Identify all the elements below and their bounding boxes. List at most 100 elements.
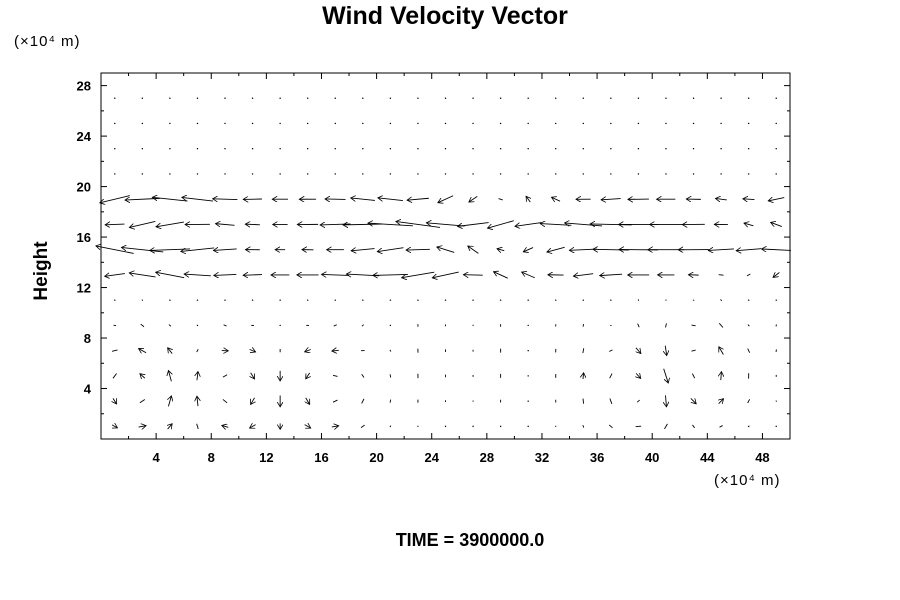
time-label: TIME = 3900000.0	[395, 530, 545, 550]
vector-dot	[141, 97, 144, 99]
vector-arrow	[721, 372, 722, 381]
vector-arrow	[426, 223, 465, 227]
vector-arrow	[105, 224, 125, 225]
vector-dot	[692, 148, 695, 150]
vector-dot	[417, 148, 419, 150]
vector-dot	[279, 173, 281, 175]
vector-dot	[196, 122, 199, 125]
vector-arrow	[139, 349, 147, 353]
vector-dot	[334, 97, 336, 99]
vector-arrow	[773, 272, 780, 277]
vector-arrow	[715, 198, 727, 199]
vector-arrow	[432, 271, 459, 278]
vector-dot	[251, 299, 254, 301]
vector-arrow	[373, 274, 408, 275]
vector-dot	[334, 122, 336, 125]
vector-dot	[775, 97, 777, 99]
vector-dot	[279, 148, 281, 150]
vector-arrow	[306, 397, 310, 405]
vector-arrow	[636, 373, 641, 378]
vector-dot	[279, 299, 281, 301]
vector-arrow	[718, 274, 724, 276]
vector-dot	[251, 173, 254, 175]
vector-arrow	[152, 197, 188, 202]
y-tick-label: 4	[84, 382, 92, 397]
vector-arrow	[522, 272, 535, 279]
vector-arrow	[250, 425, 256, 428]
vector-arrow	[196, 349, 199, 353]
vector-arrow	[463, 275, 483, 276]
vector-dot	[444, 299, 447, 301]
vector-arrow	[487, 220, 514, 228]
vector-arrow	[222, 425, 229, 427]
vector-dot	[334, 148, 336, 150]
vector-arrow	[140, 323, 145, 328]
vector-dot	[637, 148, 640, 150]
x-tick-label: 44	[700, 450, 715, 465]
x-tick-label: 40	[645, 450, 659, 465]
vector-arrow	[389, 349, 392, 352]
vector-dot	[169, 122, 171, 125]
vector-arrow	[746, 273, 751, 277]
vector-dot	[362, 299, 364, 301]
vector-dot	[279, 324, 281, 327]
vector-dot	[169, 97, 171, 99]
vector-arrow	[196, 423, 199, 430]
vector-arrow	[121, 247, 164, 253]
vector-dot	[444, 122, 447, 125]
vector-dot	[472, 122, 474, 125]
vector-dot	[472, 299, 474, 301]
vector-dot	[307, 299, 309, 301]
vector-dot	[196, 324, 199, 327]
x-tick-label: 36	[590, 450, 604, 465]
vector-dot	[224, 97, 226, 99]
vector-arrow	[140, 374, 145, 378]
vector-dot	[555, 148, 557, 150]
vector-arrow	[215, 224, 235, 226]
vector-dot	[334, 173, 336, 175]
vector-arrow	[156, 221, 184, 227]
vector-arrow	[691, 349, 696, 352]
vector-dot	[555, 122, 557, 125]
vector-dot	[444, 173, 447, 175]
x-tick-label: 32	[535, 450, 549, 465]
vector-arrow	[304, 425, 311, 428]
vector-arrow	[406, 249, 430, 250]
vector-dot	[499, 148, 502, 150]
vector-dot	[499, 97, 502, 99]
vector-arrow	[100, 195, 130, 203]
vector-dot	[692, 122, 695, 125]
vector-dot	[196, 173, 199, 175]
vector-arrow	[168, 424, 173, 429]
vector-dot	[527, 299, 529, 301]
vector-arrow	[663, 368, 669, 383]
vector-arrow	[223, 324, 227, 327]
vector-dot	[141, 148, 144, 150]
vector-arrow	[125, 198, 160, 200]
vector-dot	[527, 122, 529, 125]
vector-arrow	[664, 423, 668, 430]
vector-arrow	[197, 396, 198, 407]
vector-arrow	[636, 347, 641, 354]
vector-dot	[472, 148, 474, 150]
vector-dot	[637, 122, 640, 125]
vector-arrow	[665, 345, 666, 356]
vector-dot	[665, 148, 667, 150]
vector-arrow	[378, 198, 403, 201]
vector-arrow	[184, 274, 211, 276]
vector-arrow	[719, 347, 724, 355]
vector-arrow	[736, 249, 762, 251]
vector-dot	[444, 97, 447, 99]
vector-arrow	[636, 399, 640, 403]
vector-arrow	[665, 299, 667, 301]
vector-arrow	[361, 324, 364, 327]
vector-dot	[555, 97, 557, 99]
vector-arrow	[138, 426, 147, 427]
vector-arrow	[573, 274, 594, 276]
vector-dot	[527, 97, 529, 99]
vector-arrow	[251, 397, 255, 405]
vector-dot	[279, 97, 281, 99]
y-tick-label: 24	[77, 129, 92, 144]
